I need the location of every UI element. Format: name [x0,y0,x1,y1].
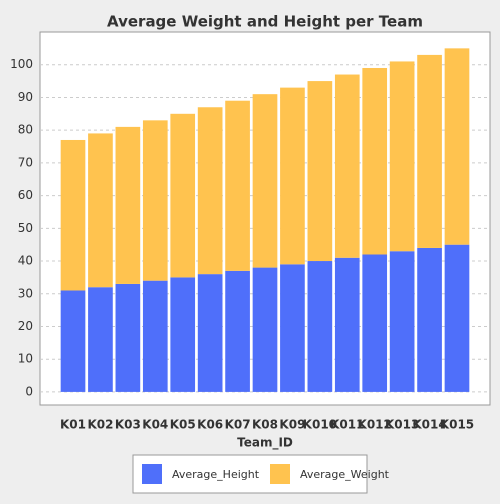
bar-segment [444,244,470,392]
y-tick-label: 60 [18,188,33,202]
bar-segment [307,81,333,262]
y-tick-label: 30 [18,286,33,300]
bar-segment [170,113,196,278]
bar-segment [142,280,168,392]
bar-segment [362,254,388,392]
bar-segment [280,264,305,392]
bar-segment [170,277,196,392]
bar-segment [60,139,86,291]
bar-segment [252,267,278,392]
y-tick-label: 80 [18,123,33,137]
bar-segment [334,257,360,392]
legend-label: Average_Height [172,468,260,481]
y-tick-label: 90 [18,90,33,104]
y-tick-label: 10 [18,352,33,366]
x-tick-label: K015 [440,418,474,432]
y-tick-label: 70 [18,155,33,169]
bar-segment [115,126,141,284]
bar-segment [142,120,168,281]
y-tick-label: 100 [10,57,33,71]
legend-swatch [270,464,290,484]
legend-label: Average_Weight [300,468,390,481]
x-tick-label: K03 [115,418,141,432]
chart-title: Average Weight and Height per Team [107,13,423,31]
bar-segment [252,94,278,268]
x-tick-label: K01 [60,418,86,432]
bar-segment [88,133,113,288]
x-tick-label: K07 [225,418,251,432]
bar-segment [225,100,250,271]
bar-segment [444,48,470,245]
bar-segment [389,61,415,252]
x-tick-label: K013 [385,418,419,432]
y-tick-label: 40 [18,254,33,268]
x-tick-label: K08 [252,418,278,432]
bar-segment [280,87,305,265]
bar-segment [115,283,141,392]
x-tick-label: K014 [412,418,446,432]
x-tick-label: K02 [87,418,113,432]
y-tick-label: 0 [25,384,33,398]
bar-segment [362,67,388,255]
x-tick-label: K011 [330,418,364,432]
bar-segment [225,270,250,392]
x-tick-label: K04 [142,418,168,432]
legend [132,454,368,494]
bar-segment [389,251,415,392]
x-tick-label: K012 [358,418,392,432]
bar-segment [88,287,113,392]
x-tick-label: K09 [279,418,305,432]
bar-segment [197,107,223,275]
x-axis-label: Team_ID [237,436,293,451]
bar-segment [334,74,360,258]
y-tick-label: 50 [18,221,33,235]
x-tick-label: K06 [197,418,223,432]
bar-segment [417,247,442,392]
bar-segment [417,54,442,248]
x-tick-label: K05 [170,418,196,432]
x-tick-label: K010 [303,418,337,432]
bar-segment [197,274,223,392]
y-tick-label: 20 [18,319,33,333]
legend-swatch [142,464,162,484]
bar-segment [60,290,86,392]
bar-segment [307,261,333,392]
